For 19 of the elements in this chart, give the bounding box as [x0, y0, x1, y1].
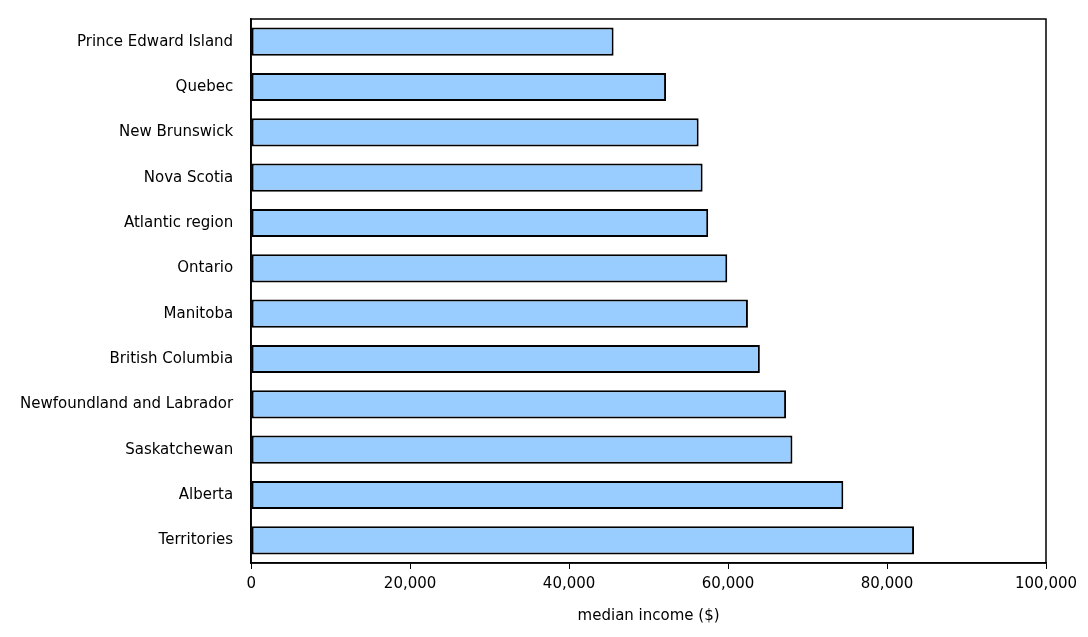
- y-tick-label: Prince Edward Island: [76, 31, 234, 50]
- y-tick-label: Newfoundland and Labrador: [19, 394, 234, 413]
- y-tick-label: Territories: [157, 530, 234, 549]
- x-axis-title: median income ($): [577, 605, 720, 624]
- x-tick-label: 80,000: [860, 573, 914, 592]
- y-tick-label: New Brunswick: [119, 122, 234, 141]
- x-tick-label: 100,000: [1014, 573, 1078, 592]
- y-tick-label: Alberta: [178, 484, 234, 503]
- x-tick-label: 20,000: [383, 573, 437, 592]
- y-tick-label: Atlantic region: [123, 212, 234, 231]
- x-tick-label: 40,000: [542, 573, 596, 592]
- y-tick-label: Ontario: [177, 258, 234, 277]
- y-tick-label: Nova Scotia: [143, 167, 234, 186]
- y-tick-label: Quebec: [175, 76, 234, 95]
- y-tick-label: Saskatchewan: [125, 439, 234, 458]
- x-tick-label: 60,000: [701, 573, 755, 592]
- x-tick-label: 0: [246, 573, 256, 592]
- y-tick-label: British Columbia: [109, 348, 234, 367]
- y-tick-label: Manitoba: [163, 303, 234, 322]
